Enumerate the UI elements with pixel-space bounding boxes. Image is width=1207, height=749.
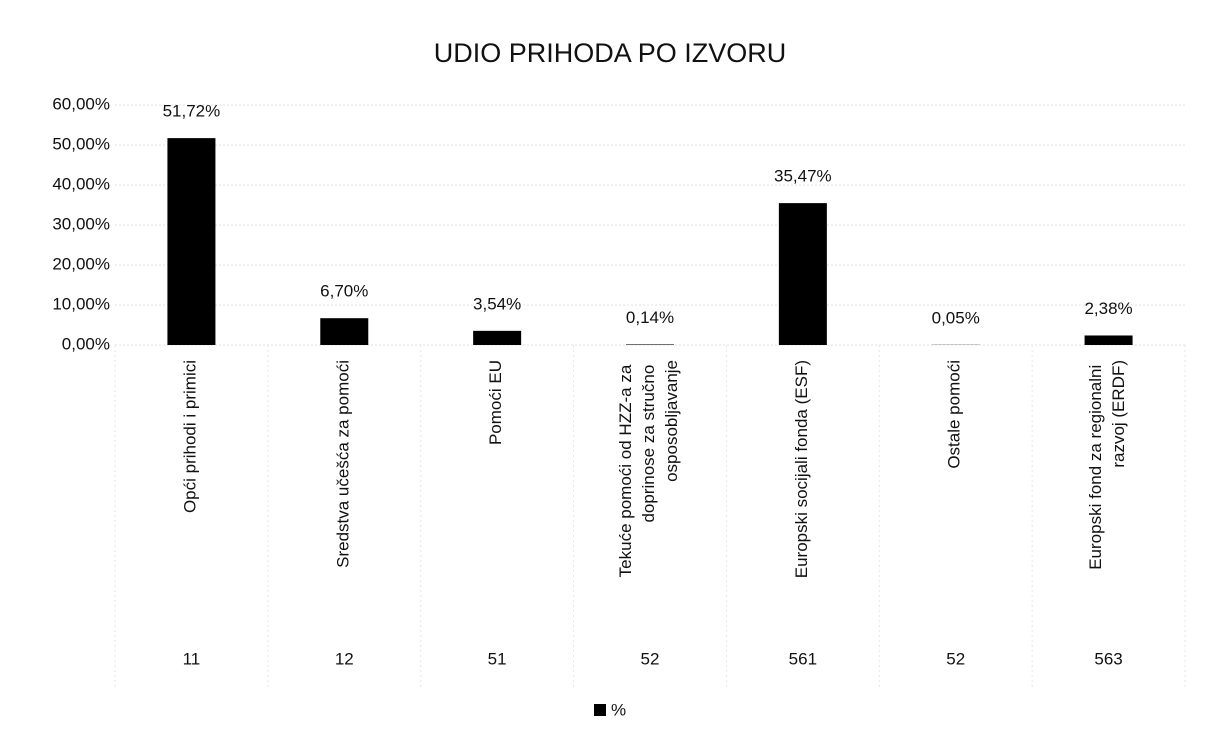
bar	[320, 318, 369, 345]
x-group-label: 12	[335, 649, 354, 668]
x-tick-label: Europski fond za regionalni razvoj (ERDF…	[1087, 360, 1129, 570]
x-tick-label: Opći prihodi i primici	[181, 360, 200, 513]
bar	[778, 203, 827, 345]
y-tick-label: 60,00%	[52, 94, 110, 113]
x-tick-label: Ostale pomoći	[945, 360, 964, 469]
bar	[1084, 335, 1133, 345]
y-tick-label: 10,00%	[52, 294, 110, 313]
data-label: 6,70%	[320, 282, 368, 301]
y-tick-label: 0,00%	[62, 334, 110, 353]
bar	[473, 330, 522, 345]
data-label: 2,38%	[1084, 299, 1132, 318]
chart-title: UDIO PRIHODA PO IZVORU	[434, 38, 787, 68]
bar	[167, 138, 216, 345]
x-group-label: 52	[946, 649, 965, 668]
x-group-label: 51	[488, 649, 507, 668]
data-label: 51,72%	[163, 102, 221, 121]
x-tick-label: Tekuće pomoći od HZZ-a za doprinose za s…	[616, 360, 681, 577]
data-label: 3,54%	[473, 294, 521, 313]
x-group-label: 52	[641, 649, 660, 668]
x-group-label: 11	[183, 649, 201, 668]
x-group-label: 563	[1094, 649, 1122, 668]
data-label: 0,14%	[626, 308, 674, 327]
legend-swatch	[594, 704, 606, 716]
x-tick-label: Sredstva učešća za pomoći	[334, 360, 353, 568]
data-label: 0,05%	[932, 308, 980, 327]
legend-label: %	[611, 700, 626, 719]
y-tick-label: 40,00%	[52, 174, 110, 193]
x-tick-label: Europski socijali fonda (ESF)	[792, 360, 811, 578]
data-label: 35,47%	[774, 167, 832, 186]
y-tick-label: 30,00%	[52, 214, 110, 233]
x-group-label: 561	[789, 649, 817, 668]
bar	[626, 344, 674, 345]
x-tick-label: Pomoći EU	[487, 360, 506, 445]
y-tick-label: 20,00%	[52, 254, 110, 273]
y-tick-label: 50,00%	[52, 134, 110, 153]
